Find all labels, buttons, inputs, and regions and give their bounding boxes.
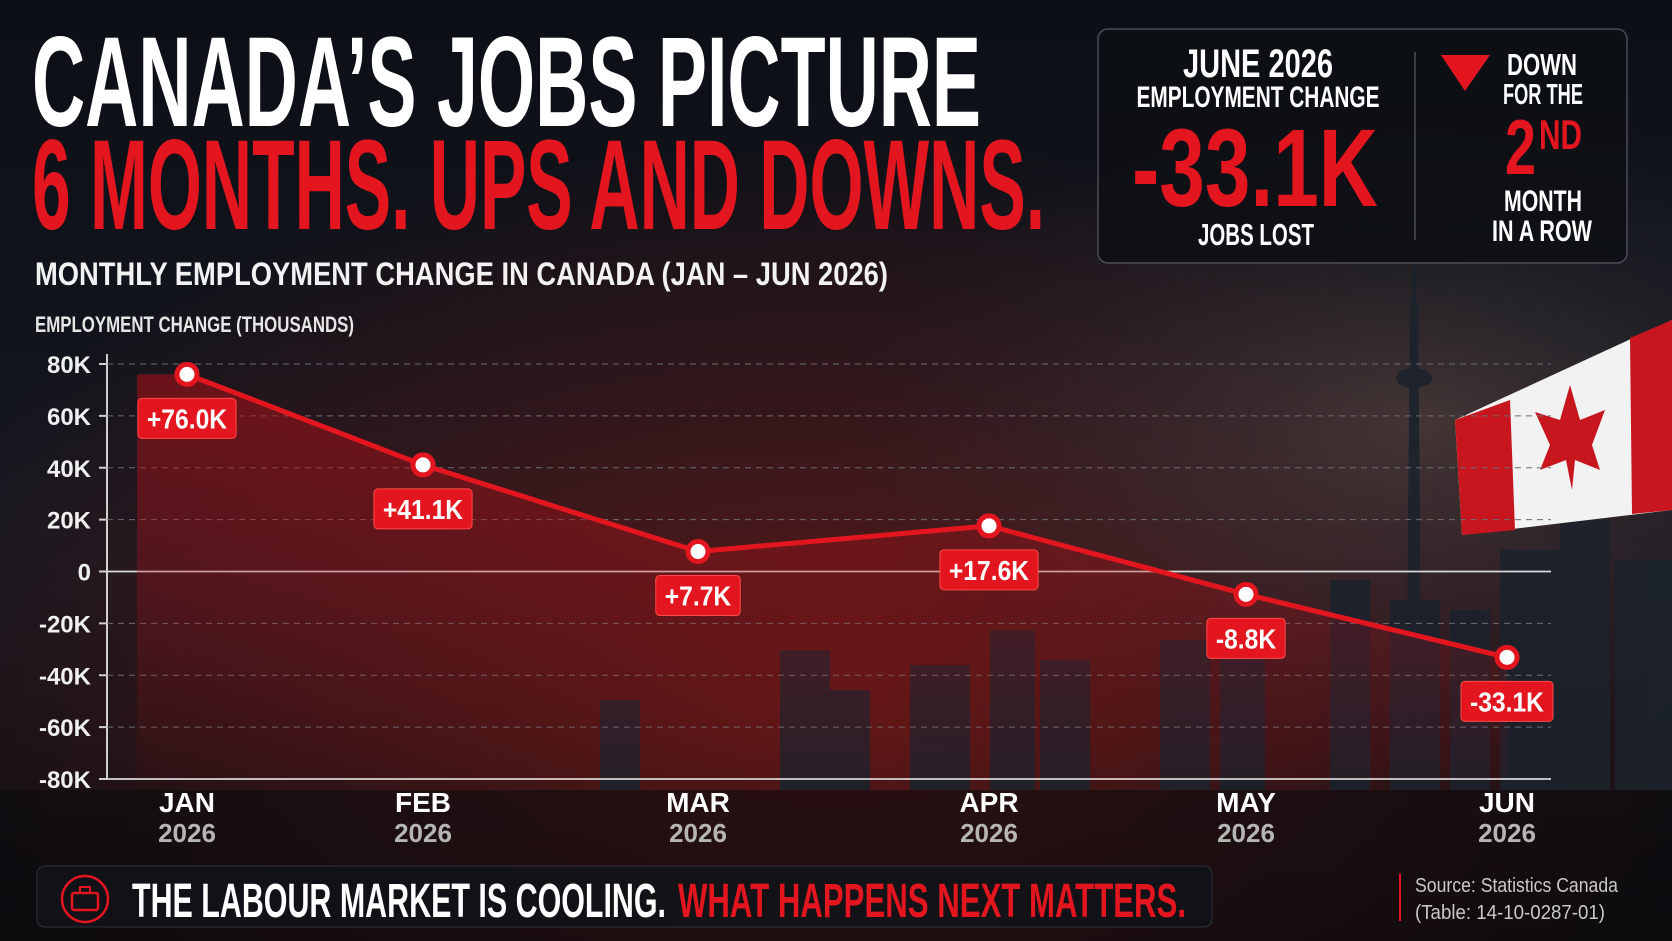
y-tick-label: 20K bbox=[47, 508, 92, 535]
y-tick-label: -40K bbox=[39, 663, 92, 690]
x-tick-sublabel: 2026 bbox=[1217, 818, 1275, 848]
title: CANADA’S JOBS PICTURE bbox=[32, 11, 981, 154]
data-label-box bbox=[939, 549, 1039, 591]
x-tick-label: APR bbox=[959, 787, 1018, 818]
streak-text: DOWN bbox=[1507, 47, 1577, 82]
data-label: +41.1K bbox=[373, 488, 473, 530]
x-tick-sublabel: 2026 bbox=[1478, 818, 1536, 848]
footer-box bbox=[36, 865, 1213, 928]
point bbox=[976, 513, 1002, 539]
point bbox=[174, 361, 200, 387]
data-label-box bbox=[373, 488, 473, 530]
data-label-box bbox=[1206, 617, 1286, 659]
data-label-text: -33.1K bbox=[1470, 686, 1544, 717]
x-tick-sublabel: 2026 bbox=[394, 818, 452, 848]
briefcase-icon bbox=[79, 886, 91, 894]
y-tick-label: -80K bbox=[39, 767, 92, 794]
streak-text: FOR THE bbox=[1503, 79, 1583, 111]
footer: THE LABOUR MARKET IS COOLING. WHAT HAPPE… bbox=[36, 865, 1619, 928]
point bbox=[1233, 581, 1259, 607]
point bbox=[410, 452, 436, 478]
data-label-text: +76.0K bbox=[147, 403, 227, 434]
data-label: +17.6K bbox=[939, 549, 1039, 591]
y-tick-label: 60K bbox=[47, 404, 92, 431]
data-label-box bbox=[137, 397, 237, 439]
callout-caption: JOBS LOST bbox=[1198, 217, 1314, 252]
data-label: -8.8K bbox=[1206, 617, 1286, 659]
source: Source: Statistics Canada bbox=[1415, 875, 1619, 897]
data-label-text: -8.8K bbox=[1216, 623, 1276, 654]
down-arrow bbox=[1441, 55, 1490, 91]
line bbox=[186, 372, 1508, 660]
data-label: +76.0K bbox=[137, 397, 237, 439]
y-tick-label: 40K bbox=[47, 456, 92, 483]
streak-ordinal: 2 bbox=[1505, 103, 1536, 191]
streak-text: IN A ROW bbox=[1492, 215, 1592, 248]
y-tick-label: 80K bbox=[47, 352, 92, 379]
data-label-box bbox=[655, 575, 741, 617]
x-tick-label: JAN bbox=[159, 787, 215, 818]
source-table: (Table: 14-10-0287-01) bbox=[1415, 902, 1605, 924]
y-axis-label: EMPLOYMENT CHANGE (THOUSANDS) bbox=[35, 312, 354, 337]
streak-text: MONTH bbox=[1504, 185, 1582, 218]
footer-emphasis: WHAT HAPPENS NEXT MATTERS. bbox=[678, 875, 1186, 928]
y-tick-label: -60K bbox=[39, 715, 92, 742]
callout-metric: EMPLOYMENT CHANGE bbox=[1137, 81, 1380, 114]
data-label-text: +7.7K bbox=[665, 581, 731, 612]
x-tick-label: FEB bbox=[395, 787, 451, 818]
point bbox=[685, 539, 711, 565]
x-tick-sublabel: 2026 bbox=[669, 818, 727, 848]
callout-box bbox=[1097, 28, 1628, 264]
footer-message: THE LABOUR MARKET IS COOLING. bbox=[132, 875, 666, 928]
point bbox=[1494, 644, 1520, 670]
callout: JUNE 2026 EMPLOYMENT CHANGE -33.1K JOBS … bbox=[1097, 28, 1628, 264]
data-label-text: +17.6K bbox=[949, 555, 1029, 586]
data-label: +7.7K bbox=[655, 575, 741, 617]
plot: -80K -60K -40K -20K 0 20K 40K 60K 80K +76.0K +41.1… bbox=[39, 352, 1554, 848]
callout-figure: -33.1K bbox=[1132, 107, 1378, 230]
subtitle: 6 MONTHS. UPS AND DOWNS. bbox=[32, 114, 1045, 257]
y-tick-label: 0 bbox=[78, 560, 91, 587]
chart-title: MONTHLY EMPLOYMENT CHANGE IN CANADA (JAN… bbox=[35, 256, 888, 292]
data-label: -33.1K bbox=[1460, 680, 1554, 722]
x-tick-label: MAY bbox=[1216, 787, 1276, 818]
x-tick-sublabel: 2026 bbox=[158, 818, 216, 848]
x-tick-label: MAR bbox=[666, 787, 730, 818]
briefcase-icon bbox=[60, 874, 110, 924]
data-label-box bbox=[1460, 680, 1554, 722]
data-label-text: +41.1K bbox=[383, 494, 463, 525]
streak-ordinal-suffix: ND bbox=[1539, 111, 1582, 158]
x-tick-label: JUN bbox=[1479, 787, 1535, 818]
y-tick-label: -20K bbox=[39, 611, 92, 638]
callout-period: JUNE 2026 bbox=[1183, 42, 1333, 86]
x-tick-sublabel: 2026 bbox=[960, 818, 1018, 848]
area bbox=[137, 374, 1507, 779]
